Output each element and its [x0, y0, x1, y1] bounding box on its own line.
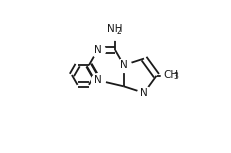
Text: CH: CH — [163, 69, 178, 80]
Text: N: N — [120, 60, 128, 70]
Text: N: N — [94, 75, 102, 85]
Text: N: N — [94, 45, 102, 55]
Text: 2: 2 — [117, 27, 122, 36]
Text: N: N — [140, 88, 148, 98]
Text: NH: NH — [107, 24, 123, 34]
Text: 3: 3 — [173, 73, 178, 81]
